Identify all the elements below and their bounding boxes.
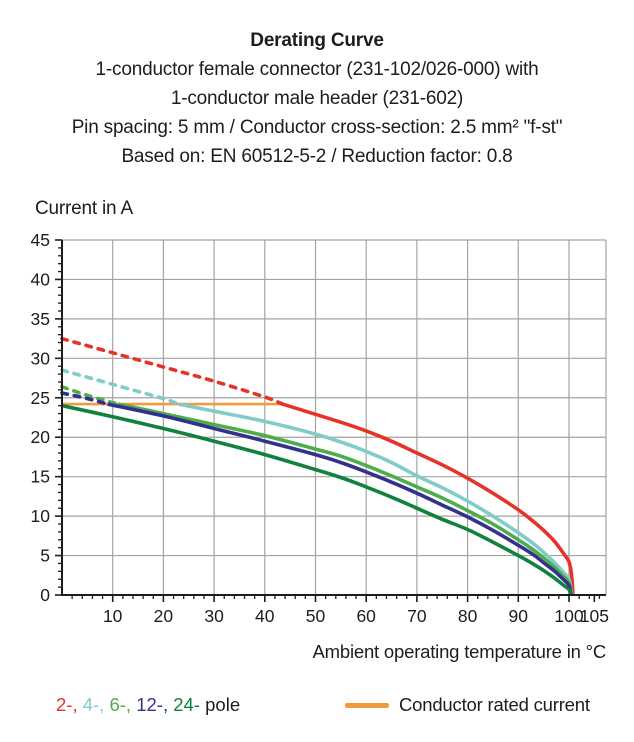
y-tick-label: 45 <box>31 230 50 250</box>
y-tick-label: 10 <box>31 506 51 526</box>
axes <box>61 240 606 596</box>
legend-pole-item: 12-, <box>136 694 174 715</box>
chart-subtitle-line-4: Based on: EN 60512-5-2 / Reduction facto… <box>121 146 513 167</box>
legend-pole-group: 2-, 4-, 6-, 12-, 24- pole <box>56 694 240 716</box>
x-tick-label: 10 <box>103 606 123 626</box>
x-tick-label: 70 <box>407 606 427 626</box>
y-tick-label: 35 <box>31 309 50 329</box>
legend-pole-item: 6-, <box>109 694 137 715</box>
series-4-pole <box>60 368 574 596</box>
y-tick-label: 25 <box>31 388 50 408</box>
chart-title: Derating Curve <box>250 30 384 51</box>
x-tick-label: 40 <box>255 606 275 626</box>
series-24-pole <box>61 403 573 596</box>
legend-pole-item: 24- <box>173 694 206 715</box>
y-tick-label: 0 <box>40 585 50 605</box>
chart-subtitle-line-2: 1-conductor male header (231-602) <box>170 88 464 109</box>
x-tick-label: 60 <box>356 606 376 626</box>
x-tick-label: 50 <box>306 606 326 626</box>
x-tick-label: 20 <box>154 606 174 626</box>
y-tick-label: 5 <box>40 546 50 566</box>
series-12-pole <box>60 391 573 596</box>
x-tick-label: 90 <box>509 606 529 626</box>
legend-pole-item: 2-, <box>56 694 83 715</box>
legend-pole-suffix: pole <box>205 694 241 715</box>
x-tick-label: 105 <box>580 606 609 626</box>
y-tick-label: 20 <box>31 427 51 447</box>
y-tick-labels: 0 5 10 15 20 25 30 35 40 45 <box>31 230 51 605</box>
grid <box>62 239 607 595</box>
series-2-pole <box>60 336 575 596</box>
x-tick-label: 30 <box>204 606 224 626</box>
chart-subtitle-line-1: 1-conductor female connector (231-102/02… <box>95 59 539 80</box>
y-axis-title: Current in A <box>35 198 133 219</box>
legend: 2-, 4-, 6-, 12-, 24- pole Conductor rate… <box>0 694 634 720</box>
chart-subtitle-line-3: Pin spacing: 5 mm / Conductor cross-sect… <box>71 117 563 138</box>
chart-header: Derating Curve 1-conductor female connec… <box>0 26 634 171</box>
x-tick-label: 80 <box>458 606 478 626</box>
legend-pole-item: 4-, <box>82 694 110 715</box>
rated-current-line-swatch <box>345 703 389 708</box>
y-tick-label: 30 <box>31 348 51 368</box>
y-tick-label: 40 <box>31 269 51 289</box>
y-tick-label: 15 <box>31 467 50 487</box>
legend-rated-label: Conductor rated current <box>399 694 590 715</box>
series-6-pole <box>60 384 574 596</box>
x-tick-label: 100 <box>554 606 583 626</box>
ticks <box>55 239 601 602</box>
x-axis-title: Ambient operating temperature in °C <box>312 641 607 662</box>
